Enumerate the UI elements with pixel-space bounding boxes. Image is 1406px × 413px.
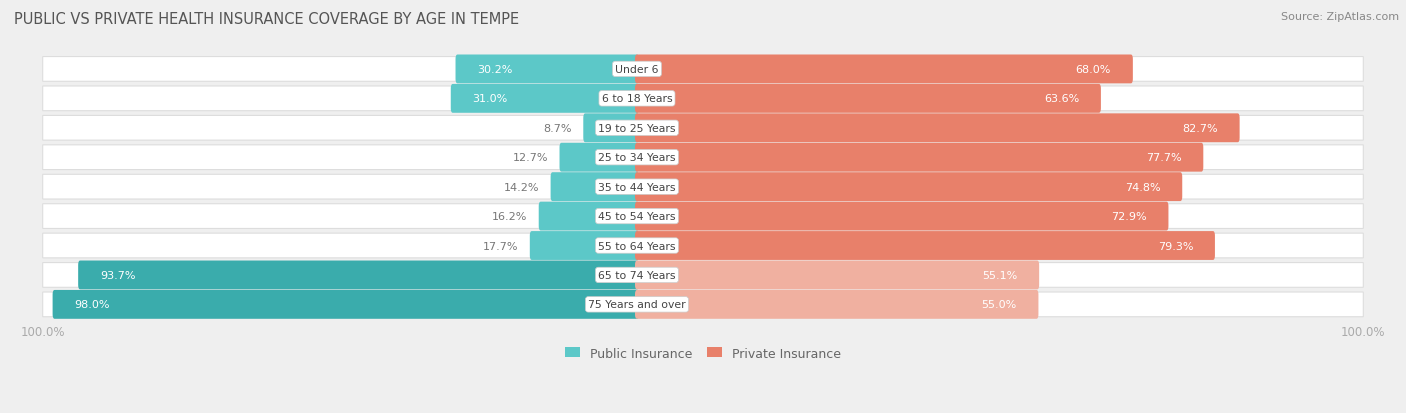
Text: 19 to 25 Years: 19 to 25 Years <box>598 123 676 133</box>
Text: 6 to 18 Years: 6 to 18 Years <box>602 94 672 104</box>
Text: 31.0%: 31.0% <box>472 94 508 104</box>
FancyBboxPatch shape <box>636 114 1240 143</box>
Legend: Public Insurance, Private Insurance: Public Insurance, Private Insurance <box>560 342 846 365</box>
FancyBboxPatch shape <box>79 261 638 290</box>
FancyBboxPatch shape <box>636 232 1215 260</box>
FancyBboxPatch shape <box>456 55 638 84</box>
Text: Under 6: Under 6 <box>616 65 659 75</box>
FancyBboxPatch shape <box>530 232 638 260</box>
Text: 14.2%: 14.2% <box>503 182 540 192</box>
Text: 55.0%: 55.0% <box>981 300 1017 310</box>
Text: 12.7%: 12.7% <box>513 153 548 163</box>
Text: 98.0%: 98.0% <box>75 300 110 310</box>
Text: 55.1%: 55.1% <box>983 270 1018 280</box>
FancyBboxPatch shape <box>52 290 638 319</box>
Text: 74.8%: 74.8% <box>1125 182 1160 192</box>
Text: 8.7%: 8.7% <box>544 123 572 133</box>
FancyBboxPatch shape <box>636 202 1168 231</box>
Text: 75 Years and over: 75 Years and over <box>588 300 686 310</box>
FancyBboxPatch shape <box>42 263 1364 287</box>
Text: 16.2%: 16.2% <box>492 211 527 221</box>
FancyBboxPatch shape <box>636 55 1133 84</box>
Text: 82.7%: 82.7% <box>1182 123 1218 133</box>
FancyBboxPatch shape <box>42 292 1364 317</box>
FancyBboxPatch shape <box>583 114 638 143</box>
FancyBboxPatch shape <box>636 85 1101 114</box>
Text: 68.0%: 68.0% <box>1076 65 1111 75</box>
FancyBboxPatch shape <box>42 234 1364 258</box>
FancyBboxPatch shape <box>451 85 638 114</box>
FancyBboxPatch shape <box>560 143 638 172</box>
FancyBboxPatch shape <box>42 204 1364 229</box>
Text: 55 to 64 Years: 55 to 64 Years <box>598 241 676 251</box>
Text: 30.2%: 30.2% <box>477 65 513 75</box>
Text: PUBLIC VS PRIVATE HEALTH INSURANCE COVERAGE BY AGE IN TEMPE: PUBLIC VS PRIVATE HEALTH INSURANCE COVER… <box>14 12 519 27</box>
FancyBboxPatch shape <box>42 116 1364 141</box>
Text: 35 to 44 Years: 35 to 44 Years <box>598 182 676 192</box>
FancyBboxPatch shape <box>636 143 1204 172</box>
FancyBboxPatch shape <box>636 173 1182 202</box>
Text: 25 to 34 Years: 25 to 34 Years <box>598 153 676 163</box>
FancyBboxPatch shape <box>636 261 1039 290</box>
Text: 72.9%: 72.9% <box>1111 211 1147 221</box>
FancyBboxPatch shape <box>538 202 638 231</box>
Text: 63.6%: 63.6% <box>1043 94 1078 104</box>
Text: Source: ZipAtlas.com: Source: ZipAtlas.com <box>1281 12 1399 22</box>
FancyBboxPatch shape <box>42 87 1364 112</box>
FancyBboxPatch shape <box>42 175 1364 199</box>
FancyBboxPatch shape <box>551 173 638 202</box>
Text: 45 to 54 Years: 45 to 54 Years <box>598 211 676 221</box>
FancyBboxPatch shape <box>42 145 1364 170</box>
Text: 93.7%: 93.7% <box>100 270 135 280</box>
Text: 77.7%: 77.7% <box>1146 153 1181 163</box>
Text: 65 to 74 Years: 65 to 74 Years <box>598 270 676 280</box>
Text: 79.3%: 79.3% <box>1157 241 1194 251</box>
Text: 17.7%: 17.7% <box>484 241 519 251</box>
FancyBboxPatch shape <box>636 290 1039 319</box>
FancyBboxPatch shape <box>42 57 1364 82</box>
